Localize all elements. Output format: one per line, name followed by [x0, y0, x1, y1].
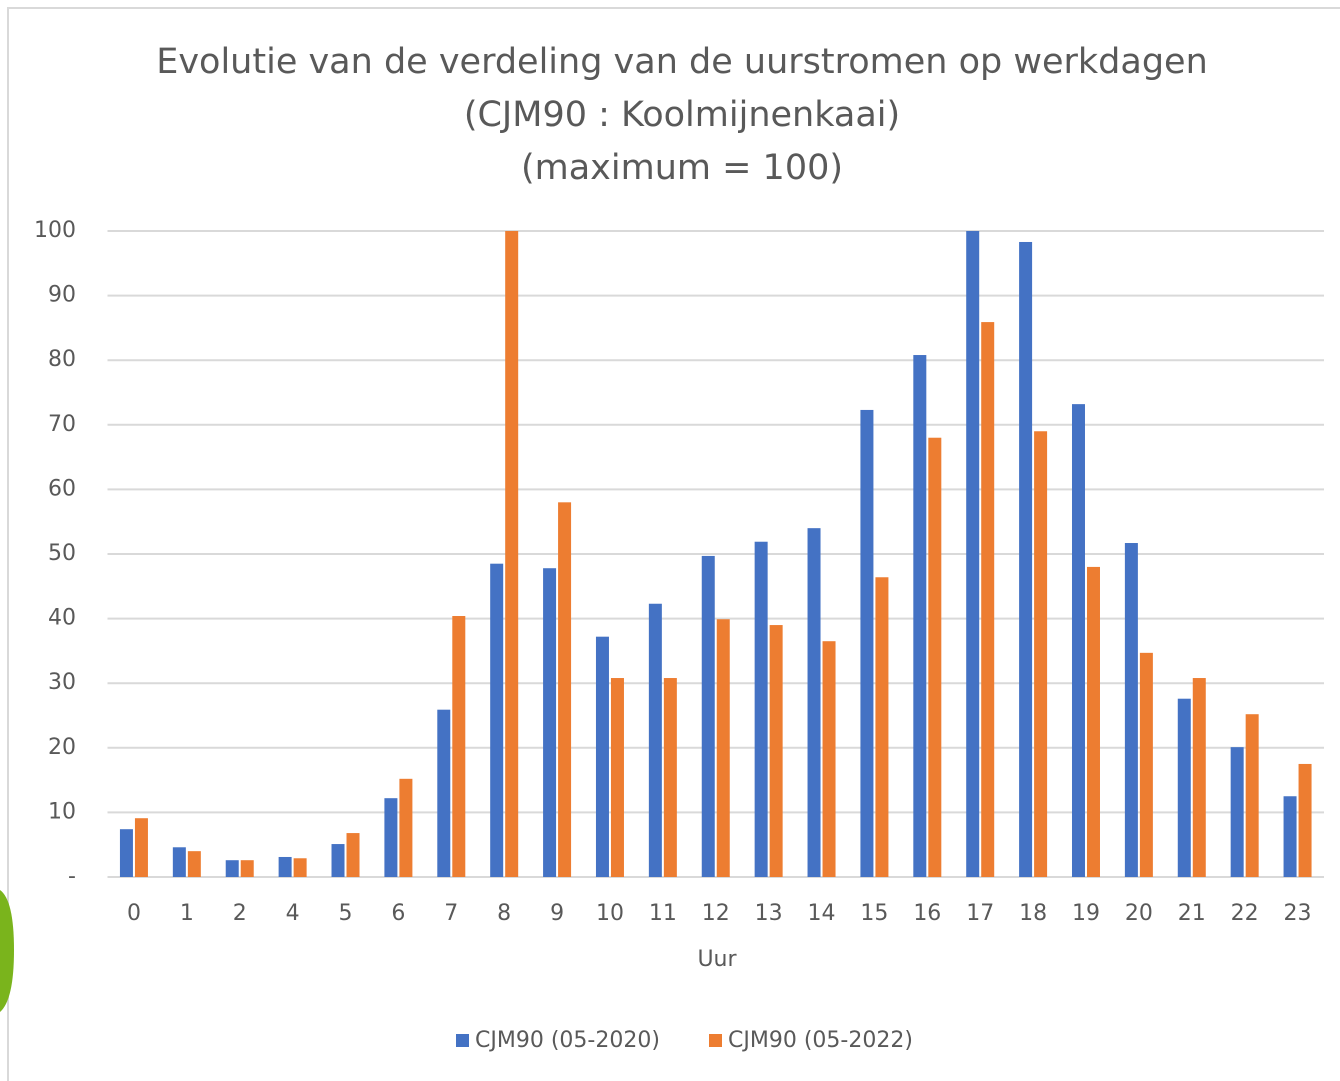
bar	[225, 860, 239, 877]
y-tick-label: 40	[48, 606, 76, 631]
x-tick-label: 23	[1284, 901, 1312, 926]
x-tick-label: 16	[913, 901, 941, 926]
chart-title: (CJM90 : Koolmijnenkaai)	[464, 95, 900, 135]
bar	[595, 636, 609, 877]
bar	[1124, 543, 1138, 877]
bar	[278, 856, 292, 877]
bar	[875, 577, 889, 877]
bar	[1245, 714, 1259, 877]
x-tick-label: 21	[1178, 901, 1206, 926]
bar	[822, 641, 836, 877]
bar	[346, 833, 360, 877]
bar	[437, 709, 451, 877]
bar	[648, 603, 662, 877]
x-tick-label: 20	[1125, 901, 1153, 926]
bar	[187, 851, 201, 877]
bar	[134, 818, 148, 877]
x-tick-label: 12	[702, 901, 730, 926]
x-tick-label: 6	[391, 901, 405, 926]
x-tick-label: 5	[339, 901, 353, 926]
x-tick-label: 17	[966, 901, 994, 926]
bar	[663, 678, 677, 877]
bar	[384, 798, 398, 877]
x-tick-label: 1	[180, 901, 194, 926]
x-tick-label: 2	[233, 901, 247, 926]
y-tick-label: 70	[48, 412, 76, 437]
x-tick-label: 13	[755, 901, 783, 926]
bar	[966, 231, 980, 877]
bar	[610, 678, 624, 877]
chart-frame	[7, 7, 1340, 1081]
bar	[490, 563, 504, 877]
x-tick-label: 14	[808, 901, 836, 926]
legend-label: CJM90 (05-2022)	[728, 1028, 913, 1053]
x-tick-label: 19	[1072, 901, 1100, 926]
bar	[399, 778, 413, 877]
bar	[240, 860, 254, 877]
x-tick-label: 18	[1019, 901, 1047, 926]
x-tick-label: 0	[127, 901, 141, 926]
bar	[860, 409, 874, 877]
bar	[1139, 652, 1153, 877]
y-tick-label: -	[68, 864, 76, 889]
bar	[1298, 763, 1312, 877]
bar	[754, 541, 768, 877]
bar	[331, 844, 345, 877]
bar	[913, 355, 927, 878]
x-tick-label: 9	[550, 901, 564, 926]
bar	[172, 847, 186, 877]
y-tick-label: 60	[48, 476, 76, 501]
y-tick-label: 50	[48, 541, 76, 566]
bar	[928, 437, 942, 877]
side-decoration	[0, 890, 14, 1012]
bar	[558, 502, 572, 877]
bar	[1177, 698, 1191, 877]
bar	[543, 568, 557, 877]
bar	[701, 555, 715, 877]
y-tick-label: 30	[48, 670, 76, 695]
bar	[452, 616, 466, 877]
bar	[505, 231, 519, 877]
bar	[807, 528, 821, 877]
bar	[1086, 566, 1100, 877]
bar	[293, 858, 307, 877]
bar	[1283, 796, 1297, 877]
y-tick-label: 10	[48, 799, 76, 824]
x-tick-label: 7	[444, 901, 458, 926]
x-axis-label: Uur	[697, 947, 737, 972]
x-tick-label: 22	[1231, 901, 1259, 926]
y-tick-label: 80	[48, 347, 76, 372]
x-tick-label: 8	[497, 901, 511, 926]
x-tick-label: 15	[860, 901, 888, 926]
bar	[1034, 431, 1048, 877]
bar	[1230, 747, 1244, 877]
chart-title: (maximum = 100)	[521, 148, 843, 188]
x-tick-label: 10	[596, 901, 624, 926]
bar	[1192, 678, 1206, 877]
legend-label: CJM90 (05-2020)	[475, 1028, 660, 1053]
y-tick-label: 100	[34, 218, 76, 243]
bar	[981, 322, 995, 877]
bar	[716, 619, 730, 877]
y-tick-label: 20	[48, 735, 76, 760]
x-tick-label: 4	[286, 901, 300, 926]
chart-title: Evolutie van de verdeling van de uurstro…	[156, 42, 1208, 82]
y-tick-label: 90	[48, 283, 76, 308]
bar	[1019, 241, 1033, 877]
bar	[769, 625, 783, 877]
legend-swatch	[709, 1034, 722, 1047]
bar	[1071, 404, 1085, 877]
x-tick-label: 11	[649, 901, 677, 926]
legend-swatch	[456, 1034, 469, 1047]
bar	[119, 829, 133, 877]
